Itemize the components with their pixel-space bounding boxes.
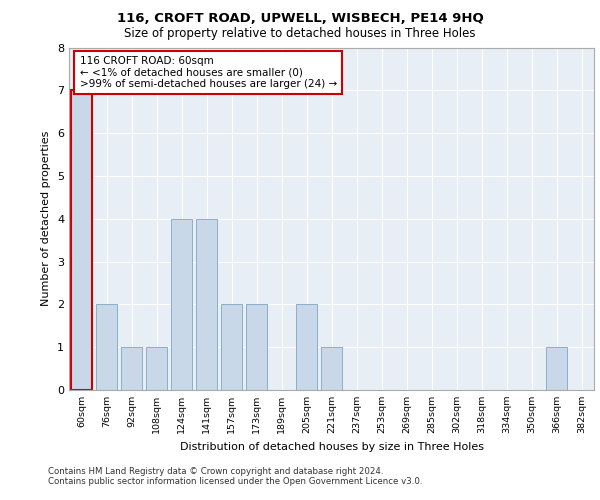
Bar xyxy=(146,347,167,390)
Text: Contains HM Land Registry data © Crown copyright and database right 2024.: Contains HM Land Registry data © Crown c… xyxy=(48,467,383,476)
Bar xyxy=(321,347,342,390)
Bar xyxy=(171,219,192,390)
Text: Contains public sector information licensed under the Open Government Licence v3: Contains public sector information licen… xyxy=(48,477,422,486)
Y-axis label: Number of detached properties: Number of detached properties xyxy=(41,131,52,306)
Bar xyxy=(196,219,217,390)
Bar xyxy=(71,90,92,390)
Bar xyxy=(96,304,117,390)
Bar xyxy=(121,347,142,390)
Bar xyxy=(296,304,317,390)
Text: 116, CROFT ROAD, UPWELL, WISBECH, PE14 9HQ: 116, CROFT ROAD, UPWELL, WISBECH, PE14 9… xyxy=(116,12,484,26)
Bar xyxy=(221,304,242,390)
Bar xyxy=(546,347,567,390)
Text: 116 CROFT ROAD: 60sqm
← <1% of detached houses are smaller (0)
>99% of semi-deta: 116 CROFT ROAD: 60sqm ← <1% of detached … xyxy=(79,56,337,90)
Text: Size of property relative to detached houses in Three Holes: Size of property relative to detached ho… xyxy=(124,28,476,40)
Bar xyxy=(246,304,267,390)
X-axis label: Distribution of detached houses by size in Three Holes: Distribution of detached houses by size … xyxy=(179,442,484,452)
